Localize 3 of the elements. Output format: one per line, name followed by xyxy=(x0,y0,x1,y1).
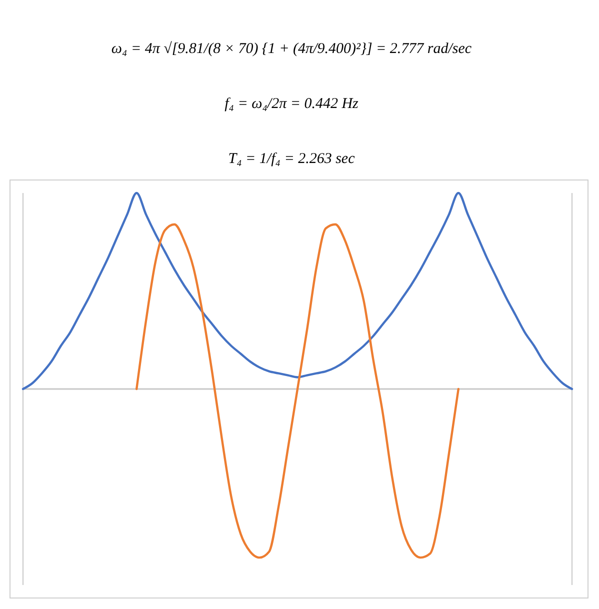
text: f₄ = ω₄/2π = 0.442 Hz xyxy=(224,96,359,112)
text: ω₄ = 4π √[9.81/(8 × 70) {1 + (4π/9.400)²}] = 2.777 rad/sec xyxy=(111,41,472,57)
text: T₄ = 1/f₄ = 2.263 sec xyxy=(228,151,356,167)
